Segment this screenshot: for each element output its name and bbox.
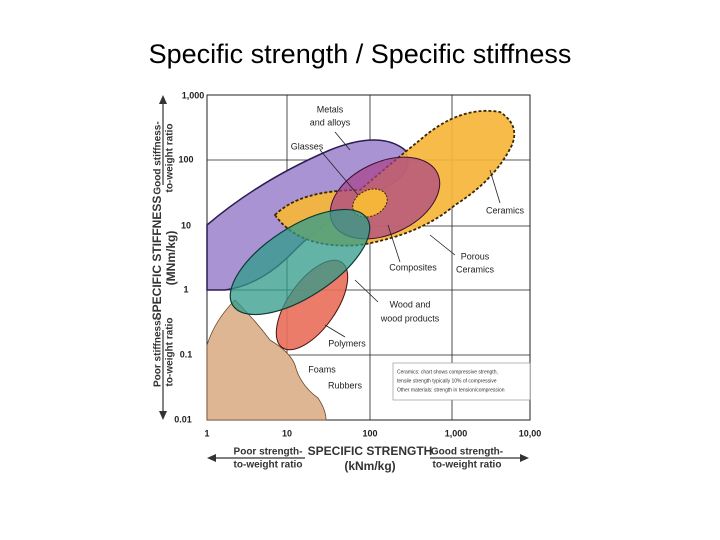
y-note: Good stiffness-	[153, 121, 164, 194]
x-note: to-weight ratio	[433, 460, 502, 471]
y-axis: 1,000 100 10 1 0.1 0.01 Good stiffness- …	[150, 90, 204, 424]
region-label: Composites	[389, 262, 437, 272]
x-axis: 1 10 100 1,000 10,00 Poor strength- to-w…	[204, 428, 541, 473]
region-label: Metals	[317, 104, 344, 114]
region-label: and alloys	[310, 117, 351, 127]
y-tick-label: 0.01	[174, 414, 192, 424]
arrow-head	[159, 95, 167, 104]
region-label: Foams	[308, 364, 336, 374]
foams-region	[206, 299, 327, 421]
region-label: Wood and	[390, 299, 431, 309]
note-line: tensile strength typically 10% of compre…	[397, 378, 497, 384]
leader	[429, 234, 456, 256]
y-tick-label: 1,000	[182, 90, 205, 100]
plot: Metals and alloys Glasses Ceramics Porou…	[206, 94, 531, 421]
y-note: to-weight ratio	[165, 124, 176, 193]
y-axis-label: SPECIFIC STIFFNESS	[150, 196, 164, 321]
y-tick-label: 0.1	[180, 349, 193, 359]
region-label: Ceramics	[486, 205, 525, 215]
y-note: Poor stiffness-	[153, 317, 164, 387]
note-line: Other materials: strength in tension/com…	[397, 387, 505, 393]
note-frame	[392, 362, 531, 401]
arrow-head	[159, 411, 167, 420]
slide-title: Specific strength / Specific stiffness	[149, 39, 572, 69]
x-tick-label: 10	[282, 428, 292, 438]
leader	[334, 131, 351, 151]
leader	[324, 324, 346, 338]
glasses-region	[352, 188, 388, 218]
x-tick-label: 10,00	[519, 428, 542, 438]
leader-lines	[319, 131, 501, 338]
region-label: Ceramics	[456, 264, 495, 274]
y-tick-label: 10	[181, 220, 191, 230]
x-tick-label: 1,000	[445, 428, 468, 438]
note-box: Ceramics: chart shows compressive streng…	[392, 362, 531, 401]
x-note: Good strength-	[431, 447, 503, 458]
leader	[319, 149, 359, 196]
y-tick-label: 1	[183, 284, 188, 294]
region-label: Porous	[461, 251, 490, 261]
region-label: wood products	[380, 313, 440, 323]
region-label: Polymers	[328, 338, 366, 348]
leader	[489, 169, 501, 204]
y-axis-label: (MNm/kg)	[164, 231, 178, 286]
x-tick-label: 100	[362, 428, 377, 438]
arrow-head	[520, 454, 529, 462]
x-tick-label: 1	[204, 428, 209, 438]
leader	[387, 224, 401, 263]
leader	[354, 279, 379, 303]
x-axis-label: (kNm/kg)	[344, 459, 395, 473]
y-note: to-weight ratio	[165, 318, 176, 387]
x-note: to-weight ratio	[234, 460, 303, 471]
wood-region	[229, 208, 371, 316]
arrow-head	[207, 454, 216, 462]
region-labels: Metals and alloys Glasses Ceramics Porou…	[291, 104, 525, 390]
x-note: Poor strength-	[234, 447, 303, 458]
x-axis-label: SPECIFIC STRENGTH	[308, 444, 433, 458]
y-tick-label: 100	[178, 154, 193, 164]
region-label: Glasses	[291, 141, 324, 151]
region-label: Rubbers	[328, 380, 363, 390]
note-line: Ceramics: chart shows compressive streng…	[397, 369, 498, 375]
